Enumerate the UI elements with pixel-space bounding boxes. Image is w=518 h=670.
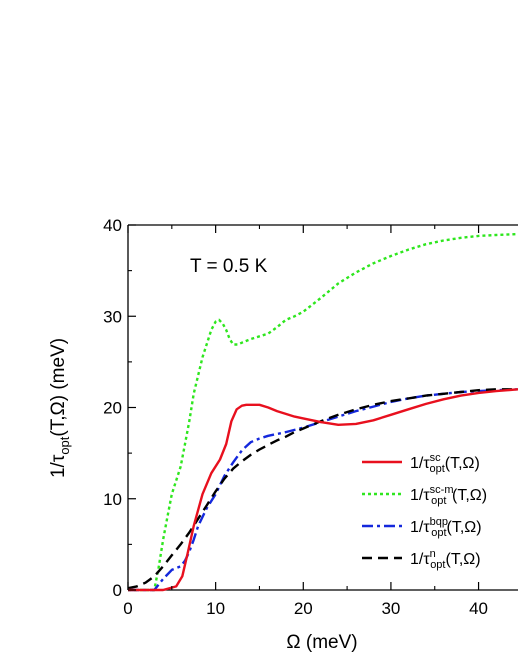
y-tick-label: 40 <box>103 216 122 235</box>
plot-lines <box>127 232 518 592</box>
ticks: 0 10 20 30 40 0 10 20 30 40 <box>103 216 488 618</box>
x-axis-label: Ω (meV) <box>286 632 357 653</box>
legend: 1/τsc opt(T,Ω) 1/τsc-m opt (T,Ω) 1/τbqp opt(T,… <box>362 452 487 571</box>
y-axis-label: 1/τopt(T,Ω) (meV) <box>48 338 72 478</box>
legend-label-2: 1/τbqp opt(T,Ω) <box>410 516 482 539</box>
x-tick-label: 40 <box>469 599 488 618</box>
legend-label-1: 1/τsc-m opt (T,Ω) <box>410 484 487 507</box>
y-tick-label: 10 <box>103 490 122 509</box>
y-tick-label: 20 <box>103 399 122 418</box>
x-tick-label: 20 <box>294 599 313 618</box>
y-tick-label: 30 <box>103 307 122 326</box>
temperature-annotation: T = 0.5 K <box>190 256 268 277</box>
legend-label-3: 1/τn opt(T,Ω) <box>410 548 481 571</box>
x-tick-label: 30 <box>381 599 400 618</box>
y-tick-label: 0 <box>113 581 122 600</box>
x-tick-label: 10 <box>206 599 225 618</box>
series-line-1 <box>128 232 518 592</box>
series-line-0 <box>128 388 518 592</box>
x-tick-label: 0 <box>123 599 132 618</box>
legend-label-0: 1/τsc opt(T,Ω) <box>410 452 480 475</box>
